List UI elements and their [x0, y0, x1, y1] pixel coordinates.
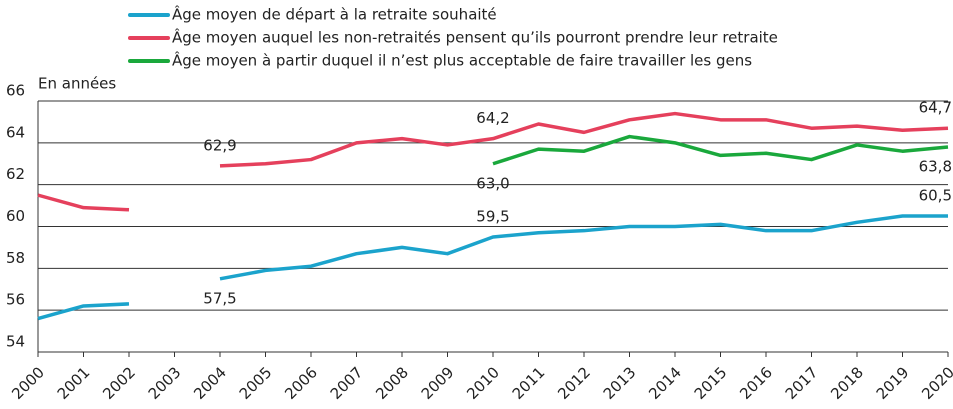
y-tick-label: 62 [6, 165, 25, 183]
x-tick-label: 2006 [281, 363, 321, 403]
y-tick-label: 60 [6, 207, 25, 225]
line [37, 193, 130, 212]
data-label: 64,7 [919, 99, 952, 117]
x-tick-label: 2013 [600, 363, 640, 403]
data-label: 59,5 [476, 207, 509, 225]
x-tick-label: 2016 [736, 363, 776, 403]
x-tick-label: 2015 [691, 363, 731, 403]
x-tick-label: 2010 [463, 363, 503, 403]
legend-label: Âge moyen de départ à la retraite souhai… [172, 5, 497, 24]
x-tick-label: 2020 [918, 363, 953, 403]
line [219, 111, 949, 168]
y-tick-label: 56 [6, 291, 25, 309]
y-axis-label: En années [38, 75, 116, 93]
x-tick-label: 2014 [645, 363, 685, 403]
x-tick-label: 2003 [145, 363, 185, 403]
x-tick-label: 2002 [99, 363, 139, 403]
data-label: 63,0 [476, 174, 509, 192]
legend-label: Âge moyen à partir duquel il n’est plus … [172, 51, 752, 70]
x-tick-label: 2005 [236, 363, 276, 403]
x-tick-label: 2004 [190, 363, 230, 403]
line [37, 302, 130, 321]
data-label: 57,5 [203, 289, 236, 307]
x-tick-label: 2000 [8, 363, 48, 403]
legend-label: Âge moyen auquel les non-retraités pense… [172, 28, 778, 47]
x-tick-label: 2019 [873, 363, 913, 403]
line [219, 214, 948, 281]
x-tick-label: 2012 [554, 363, 594, 403]
y-tick-label: 66 [6, 82, 25, 100]
y-tick-label: 64 [6, 123, 25, 141]
x-tick-label: 2008 [372, 363, 412, 403]
data-label: 64,2 [476, 109, 509, 127]
y-tick-label: 58 [6, 249, 25, 267]
x-tick-label: 2011 [509, 363, 549, 403]
x-tick-label: 2007 [327, 363, 367, 403]
x-tick-label: 2009 [418, 363, 458, 403]
x-tick-label: 2018 [827, 363, 867, 403]
data-label: 63,8 [919, 158, 952, 176]
data-label: 60,5 [919, 187, 952, 205]
line [492, 134, 949, 166]
x-tick-label: 2001 [54, 363, 94, 403]
x-tick-label: 2017 [782, 363, 822, 403]
y-tick-label: 54 [6, 333, 25, 351]
data-label: 62,9 [203, 136, 236, 154]
